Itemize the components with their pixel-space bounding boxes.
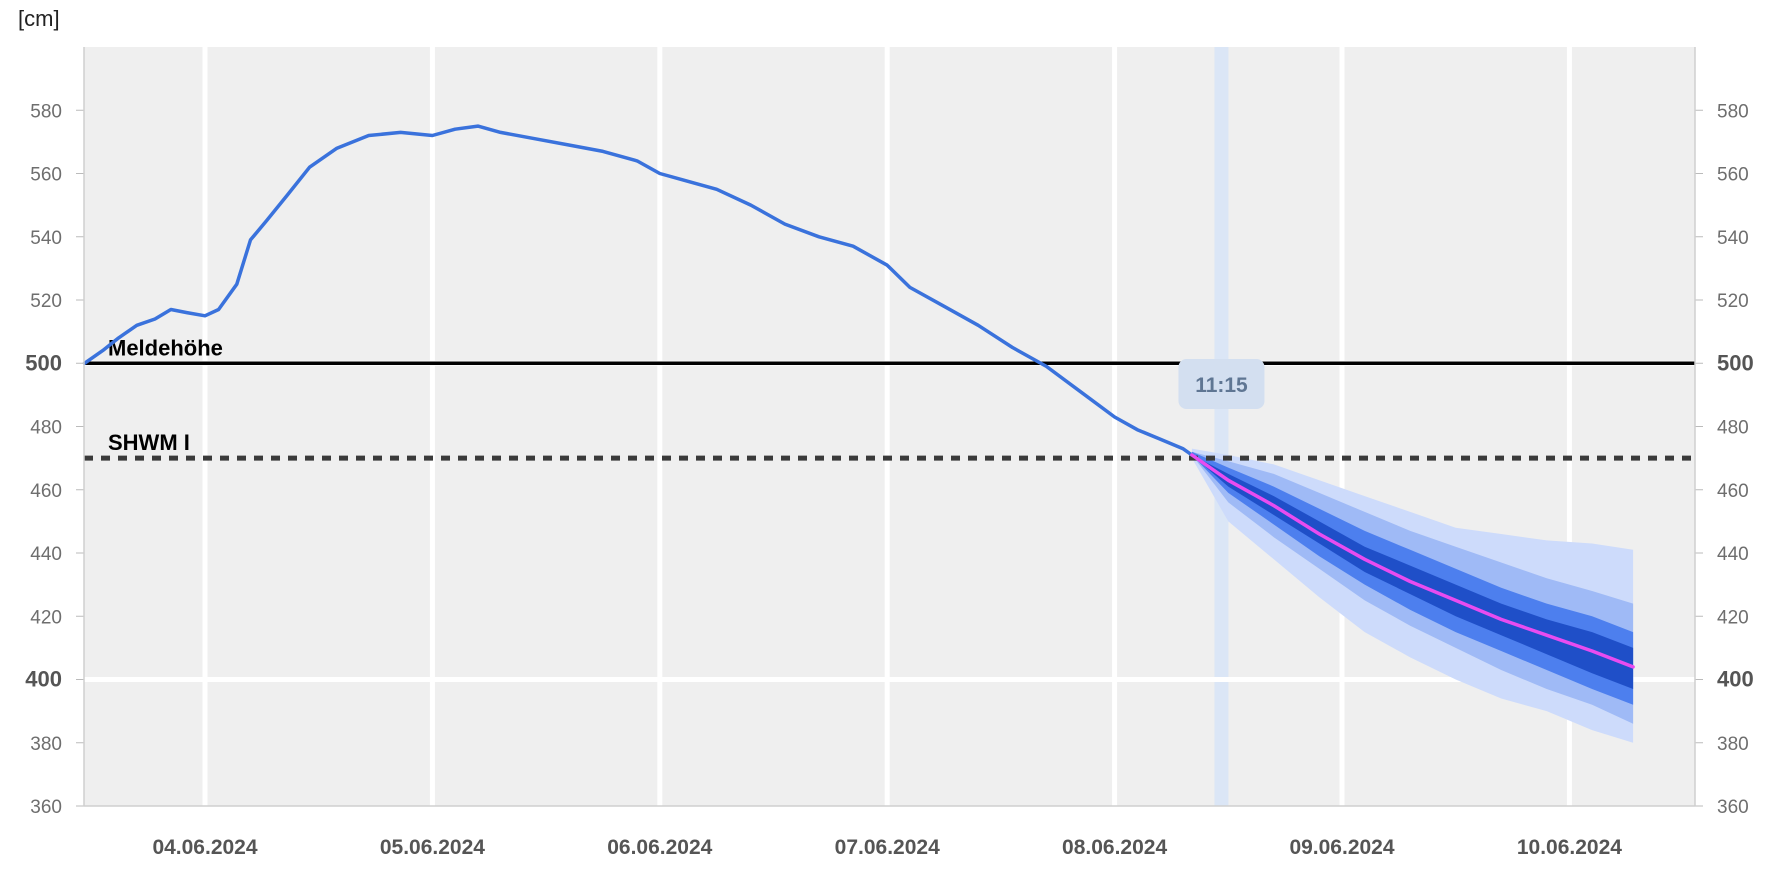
y-tick-label-right: 380 xyxy=(1717,734,1749,755)
forecast-median-line xyxy=(1190,453,1635,669)
x-tick-label: 10.06.2024 xyxy=(1517,836,1622,859)
y-tick-label-left: 500 xyxy=(25,350,62,375)
y-tick-label-right: 420 xyxy=(1717,607,1749,628)
y-tick-label-left: 440 xyxy=(30,544,62,565)
y-tick-label-left: 560 xyxy=(30,165,62,186)
y-tick-label-left: 400 xyxy=(25,667,62,692)
now-label-box xyxy=(1178,359,1265,409)
y-tick-label-left: 580 xyxy=(30,101,62,122)
y-tick-label-left: 520 xyxy=(30,291,62,312)
reference-line-label: SHWM I xyxy=(108,430,190,455)
x-tick-label: 05.06.2024 xyxy=(380,836,485,859)
y-tick-label-right: 360 xyxy=(1717,797,1749,818)
y-tick-label-right: 460 xyxy=(1717,481,1749,502)
forecast-band-core xyxy=(1191,455,1634,689)
y-tick-label-left: 360 xyxy=(30,797,62,818)
reference-line-label: Meldehöhe xyxy=(108,335,223,360)
now-highlight-band xyxy=(1214,47,1229,806)
y-tick-label-right: 580 xyxy=(1717,101,1749,122)
y-tick-label-right: 540 xyxy=(1717,228,1749,249)
y-tick-label-right: 440 xyxy=(1717,544,1749,565)
y-tick-label-left: 540 xyxy=(30,228,62,249)
y-tick-label-right: 400 xyxy=(1717,667,1754,692)
y-axis-unit-label: [cm] xyxy=(18,6,60,31)
data-series xyxy=(82,124,1635,669)
x-tick-label: 08.06.2024 xyxy=(1062,836,1167,859)
axes: 04.06.2024 05.06.2024 06.06.2024 07.06.2024… xyxy=(25,47,1754,859)
y-tick-label-left: 380 xyxy=(30,734,62,755)
y-tick-label-left: 420 xyxy=(30,607,62,628)
y-tick-label-right: 500 xyxy=(1717,350,1754,375)
x-tick-label: 07.06.2024 xyxy=(835,836,940,859)
observed-series-line xyxy=(82,124,1194,457)
now-marker: 11:15 xyxy=(1178,359,1265,409)
y-tick-label-left: 480 xyxy=(30,418,62,439)
x-tick-label: 09.06.2024 xyxy=(1289,836,1394,859)
x-tick-label: 04.06.2024 xyxy=(152,836,257,859)
reference-lines: Meldehöhe SHWM I xyxy=(84,335,1695,461)
now-label: 11:15 xyxy=(1195,374,1248,397)
y-tick-label-left: 460 xyxy=(30,481,62,502)
x-tick-label: 06.06.2024 xyxy=(607,836,712,859)
y-tick-label-right: 520 xyxy=(1717,291,1749,312)
y-tick-label-right: 560 xyxy=(1717,165,1749,186)
y-tick-label-right: 480 xyxy=(1717,418,1749,439)
